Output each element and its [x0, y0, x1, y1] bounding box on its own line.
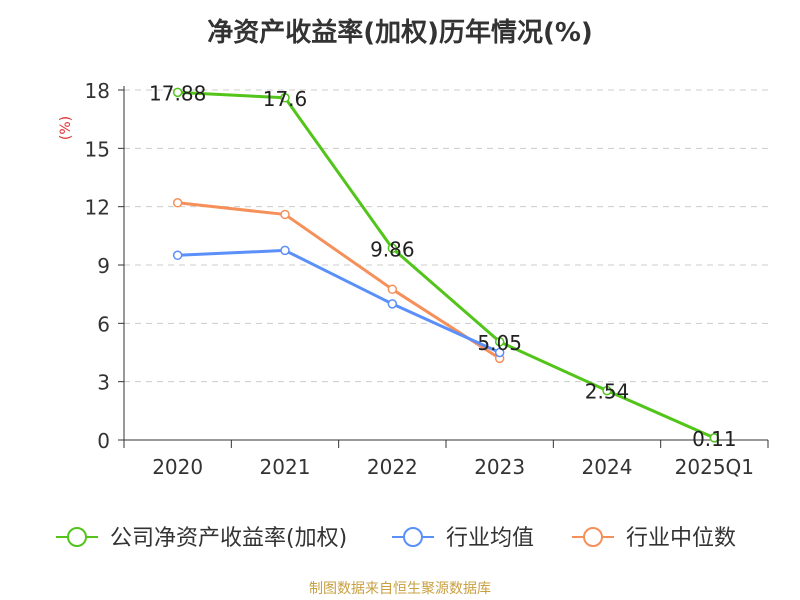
data-label: 9.86	[370, 237, 415, 261]
y-tick-label: 3	[97, 371, 110, 395]
data-point	[280, 209, 290, 220]
axes: 0 3 6 9 12 15 18 2020 2021 2022 2023 2024 2025Q1 (%)	[58, 79, 769, 479]
data-label: 17.88	[149, 81, 206, 105]
data-point	[602, 385, 612, 396]
chart-title: 净资产收益率(加权)历年情况(%)	[207, 18, 593, 48]
data-point	[172, 198, 183, 208]
y-tick-label: 9	[97, 254, 110, 278]
y-axis-label: (%)	[58, 116, 74, 140]
data-point	[280, 93, 290, 103]
data-label: 0.11	[692, 427, 737, 451]
legend-marker-circle	[583, 527, 603, 547]
series-lines	[172, 87, 720, 443]
y-tick-label: 15	[85, 137, 110, 161]
x-tick-label: 2020	[152, 455, 203, 479]
legend-marker-circle	[403, 527, 423, 547]
legend-item-label: 行业均值	[446, 526, 534, 551]
series-line-1	[176, 248, 502, 354]
legend-item-label: 公司净资产收益率(加权)	[110, 526, 347, 551]
data-point	[709, 433, 720, 443]
data-point	[387, 243, 398, 254]
gridlines	[124, 89, 768, 383]
data-point	[494, 347, 505, 358]
data-label: 17.6	[263, 87, 308, 111]
data-point	[387, 284, 398, 295]
data-label: 2.54	[585, 380, 630, 404]
legend[interactable]: 公司净资产收益率(加权) 行业均值 行业中位数	[56, 526, 736, 551]
data-point	[494, 337, 505, 347]
data-point	[172, 87, 183, 98]
y-tick-label: 0	[97, 429, 110, 453]
data-label: 5.05	[477, 331, 522, 355]
source-note: 制图数据来自恒生聚源数据库	[309, 581, 491, 597]
legend-marker-circle	[67, 527, 87, 547]
x-tick-label: 2025Q1	[675, 455, 754, 479]
data-point	[280, 245, 290, 256]
data-point	[387, 299, 398, 309]
x-tick-label: 2023	[474, 455, 525, 479]
series-line-2	[176, 201, 502, 360]
x-tick-label: 2022	[367, 455, 418, 479]
legend-item-label: 行业中位数	[626, 526, 736, 551]
y-tick-label: 12	[85, 196, 110, 220]
x-tick-label: 2024	[582, 455, 633, 479]
data-labels: 17.88 17.6 9.86 5.05 2.54 0.11	[149, 81, 737, 451]
x-tick-label: 2021	[260, 455, 311, 479]
y-tick-label: 18	[85, 79, 110, 103]
series-line-0	[176, 90, 716, 440]
data-point	[172, 250, 183, 261]
y-tick-label: 6	[97, 312, 110, 336]
